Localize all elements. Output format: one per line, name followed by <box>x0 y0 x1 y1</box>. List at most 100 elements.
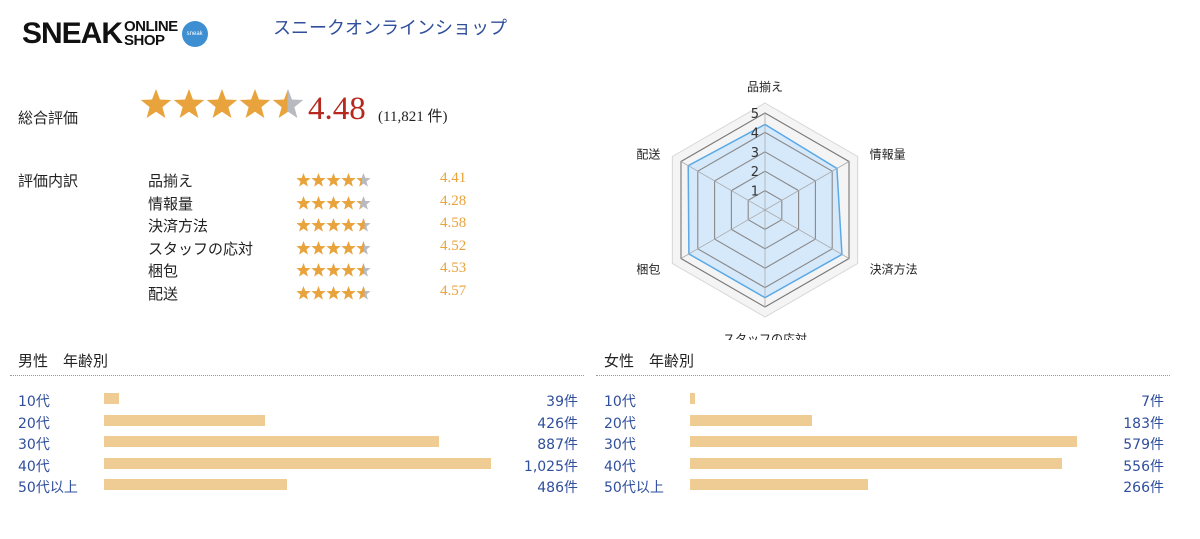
breakdown-item-score: 4.28 <box>440 192 467 209</box>
breakdown-row: 配送 4.57 <box>148 283 478 305</box>
star-icon <box>341 218 356 232</box>
logo-main-text: SNEAK <box>22 17 123 50</box>
breakdown-label: 評価内訳 <box>18 172 79 190</box>
star-icon <box>341 195 356 210</box>
radar-axis-label: 配送 <box>636 147 660 162</box>
age-group-label[interactable]: 20代 <box>18 415 50 432</box>
radar-spoke <box>764 209 850 259</box>
shop-name-link[interactable]: スニークオンラインショップ <box>273 18 507 39</box>
age-row: 20代 183件 <box>604 412 1164 432</box>
breakdown-star-rating <box>296 172 371 192</box>
age-bar <box>690 457 1062 469</box>
breakdown-item-name: 梱包 <box>148 262 179 280</box>
star-icon <box>326 240 341 255</box>
breakdown-item-name: 品揃え <box>148 172 194 190</box>
age-count[interactable]: 486件 <box>537 480 578 496</box>
star-icon <box>356 240 371 255</box>
radar-axis-label: 情報量 <box>870 148 906 162</box>
age-bar <box>104 414 265 426</box>
breakdown-row: スタッフの応対 4.52 <box>148 238 478 260</box>
star-icon <box>296 218 311 232</box>
age-count[interactable]: 426件 <box>537 415 578 432</box>
logo-sub-bottom: SHOP <box>124 32 165 49</box>
age-group-label[interactable]: 30代 <box>604 437 636 453</box>
radar-tick-label: 3 <box>751 146 759 161</box>
breakdown-star-rating <box>296 240 371 260</box>
breakdown-item-score: 4.53 <box>440 260 467 276</box>
breakdown-item-score: 4.57 <box>440 282 467 299</box>
age-row: 10代 7件 <box>604 390 1164 410</box>
star-icon <box>326 263 341 277</box>
age-bar <box>690 436 1077 447</box>
age-count[interactable]: 556件 <box>1123 458 1164 475</box>
breakdown-row: 梱包 4.53 <box>148 260 478 282</box>
age-group-label[interactable]: 20代 <box>604 415 636 432</box>
age-row: 50代以上 266件 <box>604 476 1164 496</box>
breakdown-item-name: スタッフの応対 <box>148 239 254 258</box>
star-icon <box>206 89 238 118</box>
breakdown-item-name: 配送 <box>148 284 179 303</box>
age-bar <box>104 393 119 404</box>
radar-spoke <box>764 161 850 211</box>
age-row: 30代 579件 <box>604 433 1164 453</box>
breakdown-item-name: 決済方法 <box>148 217 209 235</box>
star-icon <box>326 195 341 210</box>
star-icon <box>341 173 356 187</box>
logo-sub-top: ONLINE <box>124 18 178 35</box>
star-icon <box>296 285 311 300</box>
breakdown-star-rating <box>296 217 371 237</box>
age-row: 40代 1,025件 <box>18 455 578 475</box>
star-icon <box>326 218 341 232</box>
star-icon <box>311 285 326 300</box>
shop-logo[interactable]: SNEAK ONLINE SHOP sneak <box>22 14 208 54</box>
star-icon <box>326 173 341 187</box>
star-icon <box>296 173 311 187</box>
star-icon <box>341 263 356 277</box>
radar-axis-label: 決済方法 <box>870 262 918 277</box>
age-group-label[interactable]: 50代以上 <box>18 480 78 496</box>
age-group-label[interactable]: 10代 <box>604 394 636 410</box>
age-row: 10代 39件 <box>18 390 578 410</box>
female-age-title: 女性 年齢別 <box>604 352 695 370</box>
breakdown-item-name: 情報量 <box>148 194 194 213</box>
radar-axis-label: 品揃え <box>747 79 783 94</box>
age-count[interactable]: 1,025件 <box>523 458 578 475</box>
age-bar <box>104 457 491 469</box>
breakdown-row: 情報量 4.28 <box>148 193 478 215</box>
age-group-label[interactable]: 30代 <box>18 437 50 453</box>
age-count[interactable]: 266件 <box>1123 480 1164 496</box>
star-icon <box>356 173 371 187</box>
radar-axis-label: スタッフの応対 <box>723 332 807 340</box>
star-icon <box>311 240 326 255</box>
male-age-title: 男性 年齢別 <box>18 352 109 370</box>
star-icon <box>356 263 371 277</box>
age-bar <box>690 479 868 490</box>
breakdown-row: 決済方法 4.58 <box>148 215 478 237</box>
star-icon <box>296 240 311 255</box>
age-bar <box>104 479 288 490</box>
age-count[interactable]: 39件 <box>546 394 578 410</box>
star-icon <box>311 263 326 277</box>
age-count[interactable]: 7件 <box>1141 394 1164 410</box>
age-row: 30代 887件 <box>18 433 578 453</box>
overall-review-count: (11,821 件) <box>378 109 448 125</box>
age-row: 50代以上 486件 <box>18 476 578 496</box>
breakdown-item-score: 4.58 <box>440 215 467 231</box>
radar-tick-label: 1 <box>751 185 759 200</box>
star-icon <box>296 195 311 210</box>
age-bar <box>104 436 439 447</box>
breakdown-row: 品揃え 4.41 <box>148 170 478 192</box>
star-icon <box>173 89 205 118</box>
breakdown-star-rating <box>296 285 371 305</box>
age-group-label[interactable]: 40代 <box>604 458 636 475</box>
age-group-label[interactable]: 10代 <box>18 394 50 410</box>
age-count[interactable]: 183件 <box>1123 415 1164 432</box>
age-count[interactable]: 887件 <box>537 437 578 453</box>
female-section-divider <box>596 375 1170 376</box>
age-group-label[interactable]: 50代以上 <box>604 480 664 496</box>
radar-axis-label: 梱包 <box>636 263 660 277</box>
age-count[interactable]: 579件 <box>1123 437 1164 453</box>
star-icon <box>311 218 326 232</box>
age-group-label[interactable]: 40代 <box>18 458 50 475</box>
